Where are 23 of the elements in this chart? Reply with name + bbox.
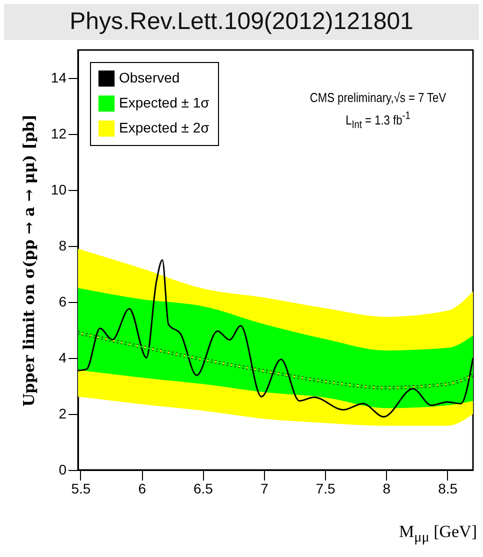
x-tick-label: 6.5 <box>194 480 214 496</box>
x-tick-label: 8 <box>382 480 391 496</box>
y-tick-label: 4 <box>58 350 67 366</box>
y-axis-title: Upper limit on σ(pp → a → μμ) [pb] <box>20 114 38 407</box>
y-tick-label: 10 <box>50 182 67 198</box>
x-axis-title: M$_{μμ}$ [GeV] <box>399 522 477 546</box>
x-tick-label: 5.5 <box>71 480 91 496</box>
x-tick-label: 8.5 <box>438 480 458 496</box>
legend-label: Expected ± 1σ <box>119 94 210 110</box>
x-tick-label: 7.5 <box>316 480 336 496</box>
annotation: CMS preliminary,√s = 7 TeV <box>308 90 448 105</box>
y-tick-label: 14 <box>50 70 67 86</box>
y-tick-label: 8 <box>58 238 67 254</box>
legend-label: Observed <box>119 70 180 86</box>
y-tick-label: 12 <box>50 126 67 142</box>
x-tick-label: 6 <box>138 480 146 496</box>
legend-label: Expected ± 2σ <box>119 120 210 136</box>
y-tick-label: 6 <box>58 294 67 310</box>
text: Phys.Rev.Lett.109(2012)121801 <box>4 4 479 40</box>
x-tick-label: 7 <box>260 480 268 496</box>
y-tick-label: 2 <box>58 406 67 422</box>
y-tick-label: 0 <box>58 462 67 478</box>
annotation: L$_{Int}$ = 1.3 fb$^{-1}$ <box>344 110 412 131</box>
